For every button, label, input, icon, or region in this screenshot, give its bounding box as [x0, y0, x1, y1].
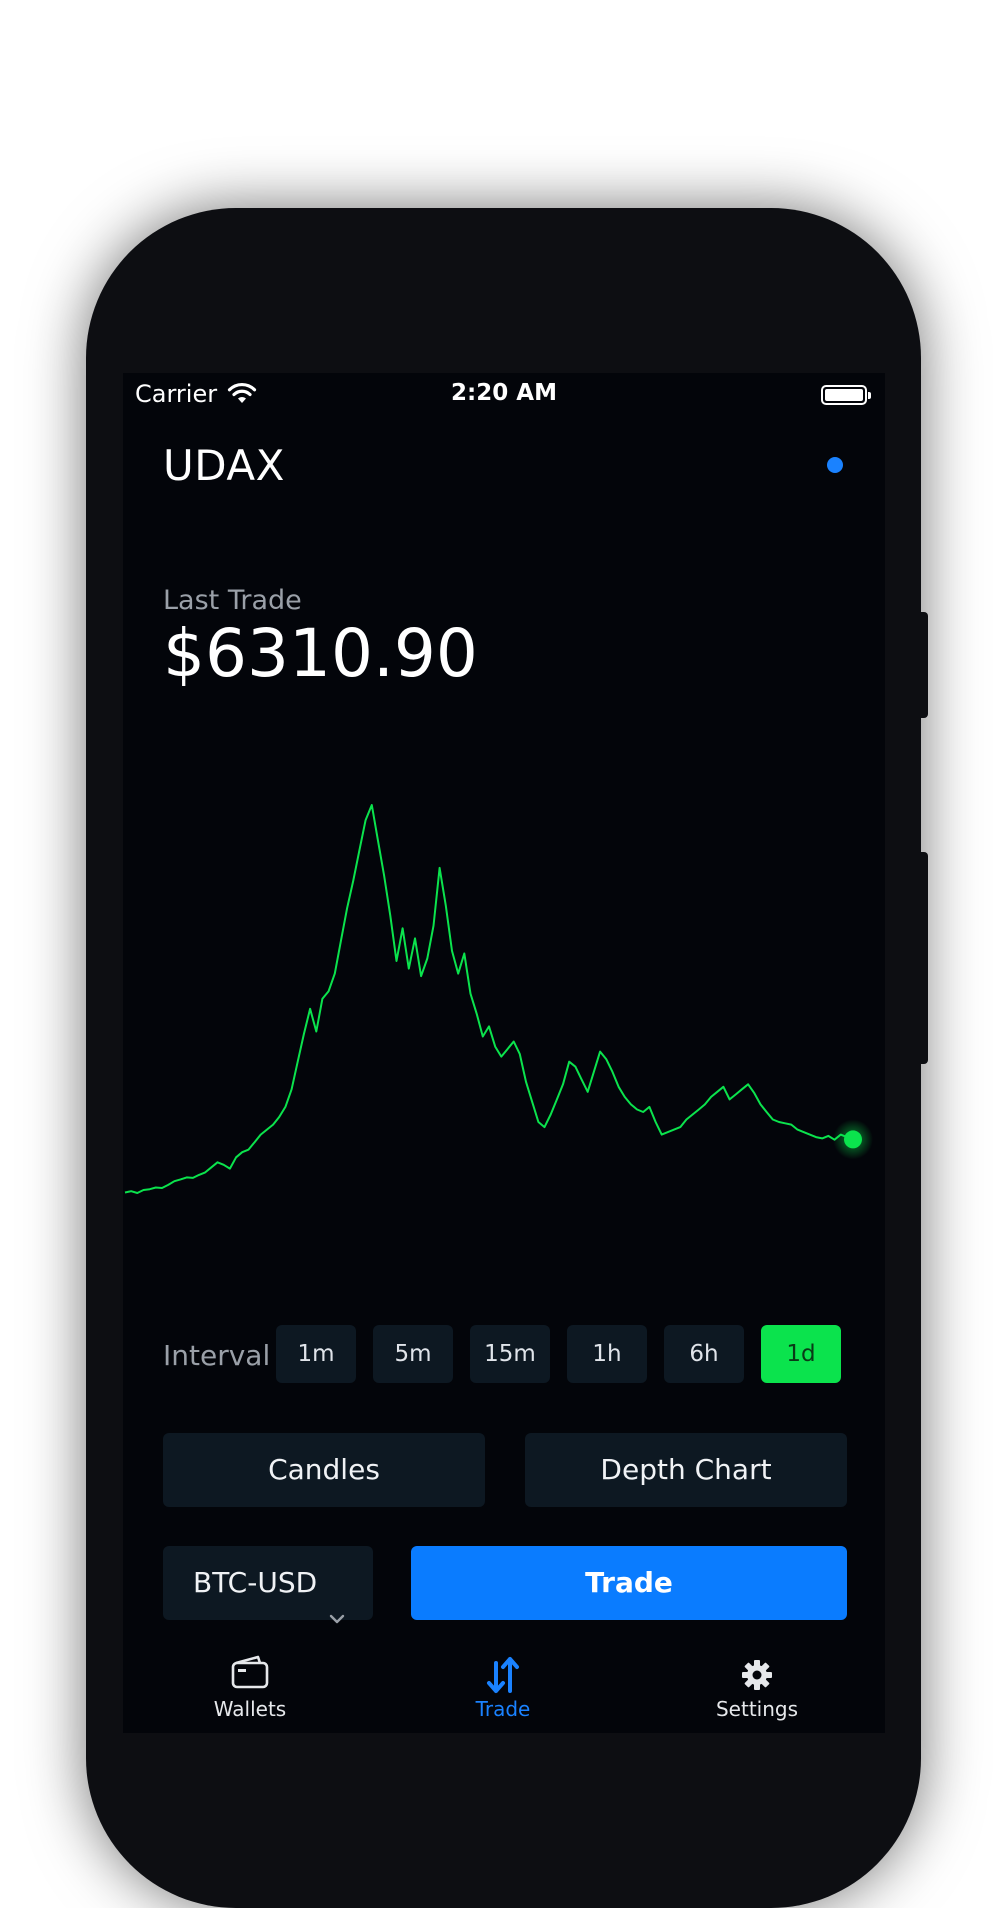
tab-bar: Wallets Trade — [123, 1641, 885, 1733]
interval-button-15m[interactable]: 15m — [470, 1325, 550, 1383]
pair-select[interactable]: BTC-USD — [163, 1546, 373, 1624]
app-screen: Carrier 2:20 AM UDAX Last Trade $6310.90… — [123, 373, 885, 1733]
interval-button-1m[interactable]: 1m — [276, 1325, 356, 1383]
last-trade-price: $6310.90 — [163, 615, 478, 692]
candles-button[interactable]: Candles — [163, 1433, 485, 1507]
interval-selector: Interval 1m 5m 15m 1h 6h 1d — [163, 1325, 847, 1385]
tab-label: Wallets — [213, 1697, 287, 1721]
phone-side-button — [916, 852, 928, 1064]
last-price-marker — [844, 1130, 862, 1149]
app-title: UDAX — [163, 441, 285, 490]
tab-wallets[interactable]: Wallets — [150, 1641, 350, 1733]
tab-label: Trade — [475, 1697, 531, 1721]
interval-button-1d[interactable]: 1d — [761, 1325, 841, 1383]
tab-settings[interactable]: Settings — [657, 1641, 857, 1733]
pair-select-value: BTC-USD — [193, 1566, 318, 1599]
carrier-label: Carrier — [135, 380, 218, 408]
price-line — [124, 804, 854, 1194]
tab-label: Settings — [715, 1697, 799, 1721]
trade-button[interactable]: Trade — [411, 1546, 847, 1620]
last-trade-label: Last Trade — [163, 585, 302, 616]
status-time: 2:20 AM — [451, 380, 557, 406]
wifi-icon — [227, 381, 257, 409]
gear-icon — [737, 1655, 777, 1699]
wallet-icon — [230, 1655, 270, 1695]
tab-trade[interactable]: Trade — [403, 1641, 603, 1733]
interval-button-6h[interactable]: 6h — [664, 1325, 744, 1383]
status-bar: Carrier 2:20 AM — [123, 373, 885, 417]
connection-status-dot[interactable] — [827, 457, 843, 473]
price-chart[interactable] — [123, 793, 885, 1253]
depth-chart-button[interactable]: Depth Chart — [525, 1433, 847, 1507]
phone-side-button — [916, 612, 928, 718]
battery-icon — [821, 385, 871, 405]
interval-label: Interval — [163, 1339, 271, 1372]
chevron-down-icon — [329, 1578, 345, 1652]
transfer-arrows-icon — [483, 1655, 523, 1703]
interval-button-5m[interactable]: 5m — [373, 1325, 453, 1383]
interval-button-1h[interactable]: 1h — [567, 1325, 647, 1383]
